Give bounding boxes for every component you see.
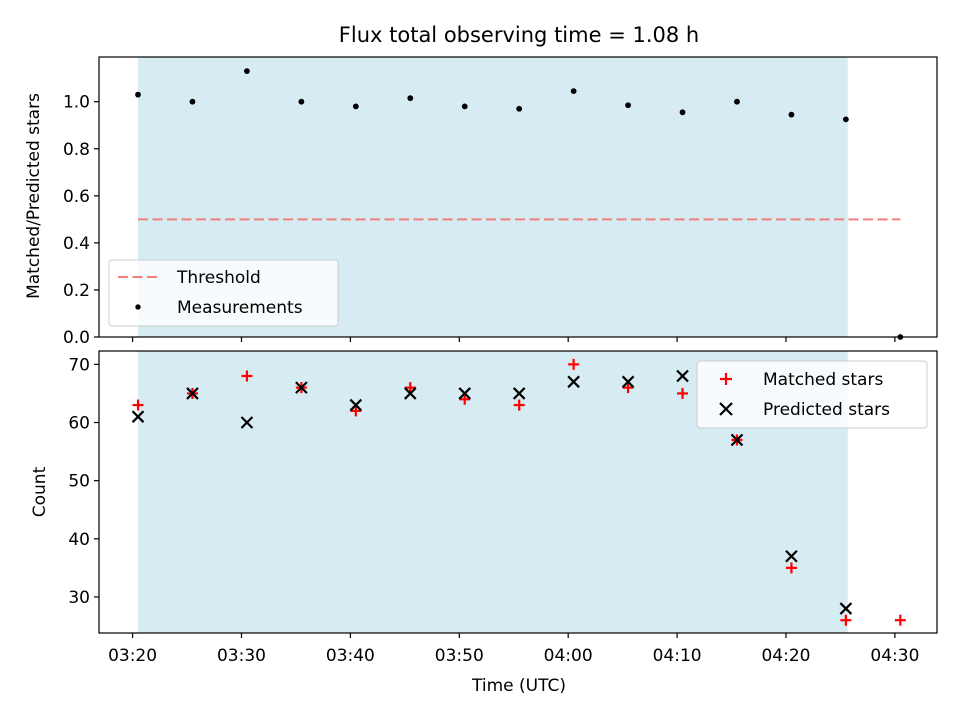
ratio-y-axis-label: Matched/Predicted stars — [24, 93, 44, 299]
count-legend-box — [696, 360, 928, 429]
predicted-stars-series — [131, 369, 853, 615]
predicted-star-point — [131, 410, 145, 423]
x-tick-label: 03:40 — [326, 646, 375, 666]
count-x-axis: 03:20 03:30 03:40 03:50 04:00 04:10 04:20 04:30 — [108, 633, 919, 666]
matched-star-point — [132, 399, 144, 411]
measurement-point — [407, 95, 414, 102]
ratio-legend: Threshold Measurements — [108, 259, 339, 327]
legend-measurements-swatch — [135, 304, 141, 310]
measurement-point — [734, 98, 740, 105]
predicted-star-point — [567, 375, 580, 389]
legend-matched-swatch — [720, 373, 732, 385]
ratio-x-axis-ticks — [131, 337, 896, 342]
ratio-legend-box — [108, 259, 339, 327]
matched-star-point — [785, 562, 797, 574]
ratio-y-axis: 0.0 0.2 0.4 0.6 0.8 1.0 — [63, 93, 99, 348]
matched-star-point — [241, 370, 253, 382]
measurement-point — [516, 105, 523, 112]
x-tick-label: 04:20 — [761, 646, 810, 666]
y-tick-label: 1.0 — [63, 93, 90, 113]
y-tick-label: 40 — [68, 530, 90, 550]
matched-star-point — [568, 358, 580, 370]
predicted-star-point — [458, 387, 472, 400]
y-tick-label: 0.4 — [63, 234, 90, 254]
matched-star-point — [622, 382, 634, 394]
x-tick-label: 04:10 — [653, 646, 702, 666]
x-tick-label: 04:00 — [544, 646, 593, 666]
matched-star-point — [894, 614, 906, 626]
x-tick-label: 03:30 — [217, 646, 266, 666]
ratio-panel: 0.0 0.2 0.4 0.6 0.8 1.0 Matched/Predicted sta… — [24, 56, 938, 348]
y-tick-label: 50 — [68, 472, 90, 492]
measurement-point — [788, 111, 795, 118]
predicted-star-point — [240, 416, 254, 429]
predicted-star-point — [785, 549, 798, 563]
predicted-star-point — [404, 387, 417, 400]
predicted-star-point — [186, 387, 199, 400]
count-panel-frame — [98, 350, 938, 634]
matched-star-point — [459, 393, 471, 405]
matched-star-point — [404, 382, 416, 394]
matched-star-point — [350, 405, 362, 417]
y-tick-label: 0.8 — [63, 140, 90, 160]
x-tick-label: 03:20 — [108, 646, 157, 666]
measurement-point — [298, 98, 305, 105]
legend-predicted-swatch — [719, 402, 733, 416]
legend-threshold-label: Threshold — [176, 268, 261, 288]
predicted-star-point — [295, 381, 308, 394]
measurement-point — [189, 98, 196, 105]
predicted-star-point — [730, 433, 744, 447]
count-y-axis: 30 40 50 60 70 — [68, 355, 99, 608]
y-tick-label: 0.2 — [63, 281, 90, 301]
predicted-star-point — [349, 398, 363, 412]
matched-star-point — [840, 614, 852, 626]
measurement-point — [679, 109, 686, 116]
count-y-axis-label: Count — [30, 466, 50, 517]
measurement-point — [461, 103, 468, 110]
y-tick-label: 60 — [68, 414, 90, 434]
predicted-star-point — [512, 387, 526, 400]
count-panel: 30 40 50 60 70 03:20 03:30 03:40 03:50 04:00 04:1… — [30, 350, 938, 696]
measurement-point — [570, 88, 577, 95]
x-tick-label: 04:30 — [870, 646, 919, 666]
measurement-point — [842, 116, 849, 123]
y-tick-label: 0.6 — [63, 187, 90, 207]
count-x-axis-label: Time (UTC) — [471, 676, 566, 696]
legend-predicted-label: Predicted stars — [763, 400, 890, 420]
x-tick-label: 03:50 — [435, 646, 484, 666]
measurements-series — [135, 68, 904, 340]
measurement-point — [352, 103, 359, 110]
matched-star-point — [513, 399, 525, 411]
count-legend: Matched stars Predicted stars — [696, 360, 928, 429]
legend-measurements-label: Measurements — [177, 298, 303, 318]
y-tick-label: 30 — [68, 588, 90, 608]
legend-matched-label: Matched stars — [763, 370, 883, 390]
predicted-star-point — [676, 369, 689, 383]
chart-title: Flux total observing time = 1.08 h — [339, 23, 699, 47]
measurement-point — [625, 102, 631, 109]
y-tick-label: 0.0 — [63, 328, 90, 348]
matched-star-point — [677, 387, 689, 399]
measurement-point — [135, 91, 141, 98]
y-tick-label: 70 — [68, 355, 90, 375]
predicted-star-point — [839, 602, 853, 615]
measurement-point — [244, 68, 250, 75]
ratio-panel-frame — [98, 56, 938, 338]
predicted-star-point — [621, 375, 635, 389]
